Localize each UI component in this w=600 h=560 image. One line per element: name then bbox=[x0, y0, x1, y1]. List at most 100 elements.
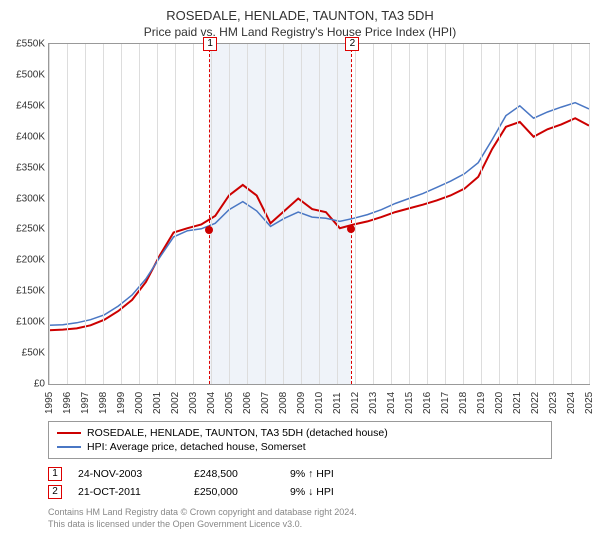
legend-row: ROSEDALE, HENLADE, TAUNTON, TA3 5DH (det… bbox=[57, 426, 543, 440]
x-axis-tick: 2003 bbox=[188, 392, 199, 414]
x-axis-tick: 2010 bbox=[314, 392, 325, 414]
grid-line bbox=[589, 44, 590, 384]
marker-label-box: 1 bbox=[203, 37, 217, 51]
y-axis-tick: £500K bbox=[16, 69, 49, 80]
grid-line bbox=[247, 44, 248, 384]
x-axis-tick: 2006 bbox=[242, 392, 253, 414]
grid-line bbox=[391, 44, 392, 384]
x-axis-tick: 1995 bbox=[44, 392, 55, 414]
legend-label: HPI: Average price, detached house, Some… bbox=[87, 441, 306, 453]
footer-attribution: Contains HM Land Registry data © Crown c… bbox=[48, 507, 552, 530]
x-axis-tick: 2013 bbox=[368, 392, 379, 414]
y-axis-tick: £450K bbox=[16, 100, 49, 111]
chart-title: ROSEDALE, HENLADE, TAUNTON, TA3 5DH bbox=[0, 0, 600, 23]
grid-line bbox=[85, 44, 86, 384]
grid-line bbox=[49, 44, 50, 384]
x-axis-tick: 2005 bbox=[224, 392, 235, 414]
x-axis-tick: 2024 bbox=[566, 392, 577, 414]
datapoint-row: 2 21-OCT-2011 £250,000 9% ↓ HPI bbox=[48, 483, 552, 501]
x-axis-tick: 2025 bbox=[584, 392, 595, 414]
x-axis-tick: 2007 bbox=[260, 392, 271, 414]
grid-line bbox=[499, 44, 500, 384]
x-axis-tick: 2008 bbox=[278, 392, 289, 414]
grid-line bbox=[211, 44, 212, 384]
y-axis-tick: £50K bbox=[22, 348, 49, 359]
x-axis-tick: 2020 bbox=[494, 392, 505, 414]
y-axis-tick: £350K bbox=[16, 162, 49, 173]
grid-line bbox=[409, 44, 410, 384]
x-axis-tick: 2009 bbox=[296, 392, 307, 414]
y-axis-tick: £400K bbox=[16, 131, 49, 142]
grid-line bbox=[229, 44, 230, 384]
datapoint-row: 1 24-NOV-2003 £248,500 9% ↑ HPI bbox=[48, 465, 552, 483]
datapoint-pct: 9% ↑ HPI bbox=[290, 468, 334, 480]
y-axis-tick: £0 bbox=[34, 379, 49, 390]
legend-swatch bbox=[57, 446, 81, 448]
legend-swatch bbox=[57, 432, 81, 434]
x-axis-tick: 1997 bbox=[80, 392, 91, 414]
grid-line bbox=[445, 44, 446, 384]
grid-line bbox=[535, 44, 536, 384]
footer-line2: This data is licensed under the Open Gov… bbox=[48, 519, 552, 531]
y-axis-tick: £150K bbox=[16, 286, 49, 297]
marker-dot bbox=[347, 225, 355, 233]
x-axis-tick: 2023 bbox=[548, 392, 559, 414]
x-axis-tick: 2015 bbox=[404, 392, 415, 414]
chart-subtitle: Price paid vs. HM Land Registry's House … bbox=[0, 23, 600, 43]
marker-dot bbox=[205, 226, 213, 234]
chart-plot-area: £0£50K£100K£150K£200K£250K£300K£350K£400… bbox=[48, 43, 590, 385]
grid-line bbox=[427, 44, 428, 384]
grid-line bbox=[139, 44, 140, 384]
x-axis-tick: 2004 bbox=[206, 392, 217, 414]
grid-line bbox=[337, 44, 338, 384]
grid-line bbox=[103, 44, 104, 384]
x-axis-tick: 1996 bbox=[62, 392, 73, 414]
datapoints-table: 1 24-NOV-2003 £248,500 9% ↑ HPI 2 21-OCT-2011… bbox=[48, 465, 552, 501]
datapoint-pct: 9% ↓ HPI bbox=[290, 486, 334, 498]
marker-line: 1 bbox=[209, 44, 210, 384]
x-axis-tick: 2018 bbox=[458, 392, 469, 414]
grid-line bbox=[157, 44, 158, 384]
footer-line1: Contains HM Land Registry data © Crown c… bbox=[48, 507, 552, 519]
marker-line: 2 bbox=[351, 44, 352, 384]
y-axis-tick: £100K bbox=[16, 317, 49, 328]
x-axis-tick: 2012 bbox=[350, 392, 361, 414]
datapoint-date: 21-OCT-2011 bbox=[78, 486, 178, 498]
grid-line bbox=[481, 44, 482, 384]
grid-line bbox=[517, 44, 518, 384]
y-axis-tick: £200K bbox=[16, 255, 49, 266]
grid-line bbox=[355, 44, 356, 384]
x-axis-tick: 2016 bbox=[422, 392, 433, 414]
grid-line bbox=[265, 44, 266, 384]
y-axis-tick: £550K bbox=[16, 39, 49, 50]
chart-container: ROSEDALE, HENLADE, TAUNTON, TA3 5DH Pric… bbox=[0, 0, 600, 560]
x-axis-tick: 2014 bbox=[386, 392, 397, 414]
chart-legend: ROSEDALE, HENLADE, TAUNTON, TA3 5DH (det… bbox=[48, 421, 552, 459]
x-axis-tick: 2002 bbox=[170, 392, 181, 414]
x-axis-tick: 2017 bbox=[440, 392, 451, 414]
y-axis-tick: £300K bbox=[16, 193, 49, 204]
datapoint-date: 24-NOV-2003 bbox=[78, 468, 178, 480]
grid-line bbox=[193, 44, 194, 384]
y-axis-tick: £250K bbox=[16, 224, 49, 235]
datapoint-price: £250,000 bbox=[194, 486, 274, 498]
grid-line bbox=[67, 44, 68, 384]
grid-line bbox=[175, 44, 176, 384]
legend-label: ROSEDALE, HENLADE, TAUNTON, TA3 5DH (det… bbox=[87, 427, 388, 439]
grid-line bbox=[283, 44, 284, 384]
datapoint-marker: 2 bbox=[48, 485, 62, 499]
x-axis-tick: 2001 bbox=[152, 392, 163, 414]
x-axis-tick: 2019 bbox=[476, 392, 487, 414]
datapoint-price: £248,500 bbox=[194, 468, 274, 480]
x-axis-tick: 2021 bbox=[512, 392, 523, 414]
x-axis-tick: 2000 bbox=[134, 392, 145, 414]
x-axis-tick: 1998 bbox=[98, 392, 109, 414]
grid-line bbox=[463, 44, 464, 384]
grid-line bbox=[319, 44, 320, 384]
x-axis-tick: 2011 bbox=[332, 392, 343, 414]
grid-line bbox=[373, 44, 374, 384]
legend-row: HPI: Average price, detached house, Some… bbox=[57, 440, 543, 454]
datapoint-marker: 1 bbox=[48, 467, 62, 481]
grid-line bbox=[121, 44, 122, 384]
grid-line bbox=[301, 44, 302, 384]
